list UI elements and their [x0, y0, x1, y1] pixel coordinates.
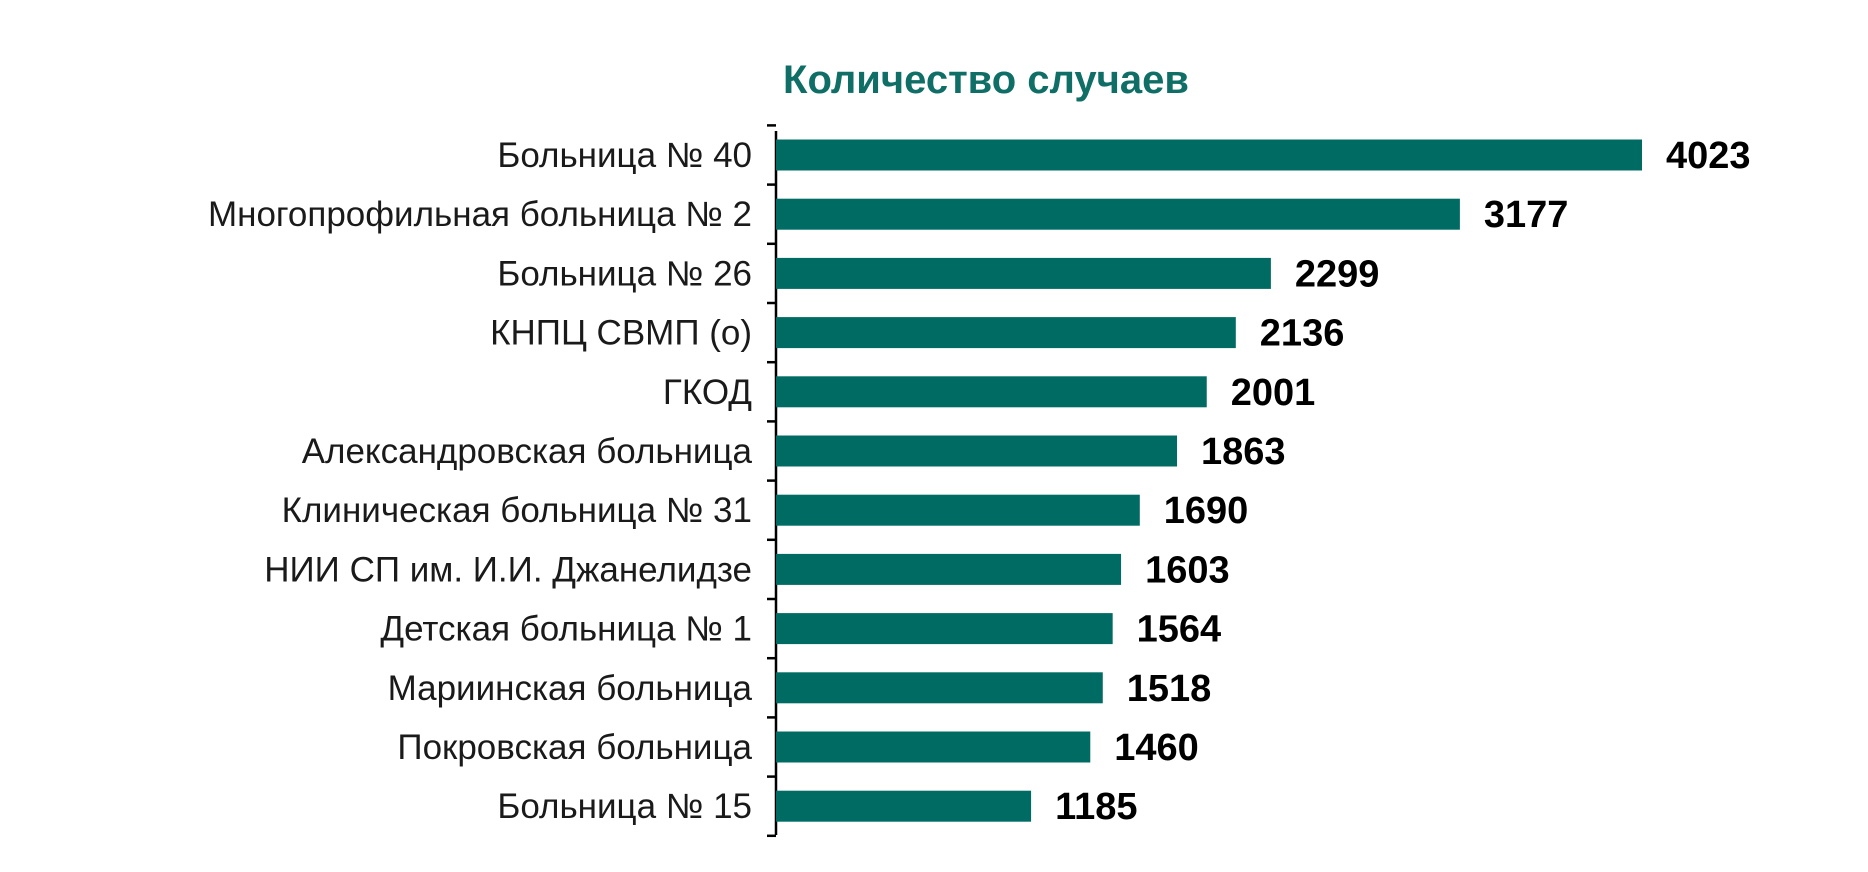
- value-label: 1185: [1055, 786, 1137, 828]
- category-label: Детская больница № 1: [380, 610, 752, 649]
- y-axis: [767, 124, 778, 838]
- bar: [776, 613, 1113, 645]
- value-label: 1690: [1164, 490, 1249, 532]
- bar: [776, 435, 1178, 467]
- bars: [776, 139, 1642, 822]
- value-label: 3177: [1484, 194, 1569, 236]
- bar: [776, 376, 1207, 408]
- category-label: КНПЦ СВМП (о): [490, 314, 752, 353]
- value-label: 2001: [1231, 372, 1316, 414]
- bar: [776, 672, 1103, 704]
- category-label: Больница № 26: [497, 254, 752, 293]
- category-label: Клиническая больница № 31: [282, 491, 752, 530]
- bar: [776, 790, 1032, 822]
- category-label: Покровская больница: [397, 728, 752, 767]
- category-label: Александровская больница: [302, 432, 753, 471]
- bar: [776, 257, 1271, 289]
- category-labels: Больница № 40 Многопрофильная больница № …: [208, 136, 753, 826]
- value-label: 2136: [1260, 313, 1345, 355]
- category-label: Больница № 40: [497, 136, 752, 175]
- value-label: 4023: [1666, 135, 1751, 177]
- bar: [776, 198, 1460, 230]
- category-label: Многопрофильная больница № 2: [208, 195, 752, 234]
- bar: [776, 494, 1140, 526]
- value-labels: 4023 3177 2299 2136 2001 1863 1690 1603 1564 1518…: [1055, 135, 1750, 828]
- category-label: ГКОД: [663, 373, 752, 412]
- value-label: 1564: [1137, 609, 1222, 651]
- value-label: 1518: [1127, 668, 1212, 710]
- bar: [776, 317, 1236, 349]
- value-label: 1460: [1114, 727, 1199, 769]
- bar: [776, 731, 1091, 763]
- value-label: 2299: [1295, 253, 1380, 295]
- category-label: Больница № 15: [497, 787, 752, 826]
- category-label: Мариинская больница: [388, 669, 753, 708]
- category-label: НИИ СП им. И.И. Джанелидзе: [264, 550, 752, 589]
- value-label: 1863: [1201, 431, 1286, 473]
- bar: [776, 553, 1122, 585]
- value-label: 1603: [1145, 549, 1230, 591]
- chart-title: Количество случаев: [783, 58, 1189, 102]
- bar: [776, 139, 1642, 171]
